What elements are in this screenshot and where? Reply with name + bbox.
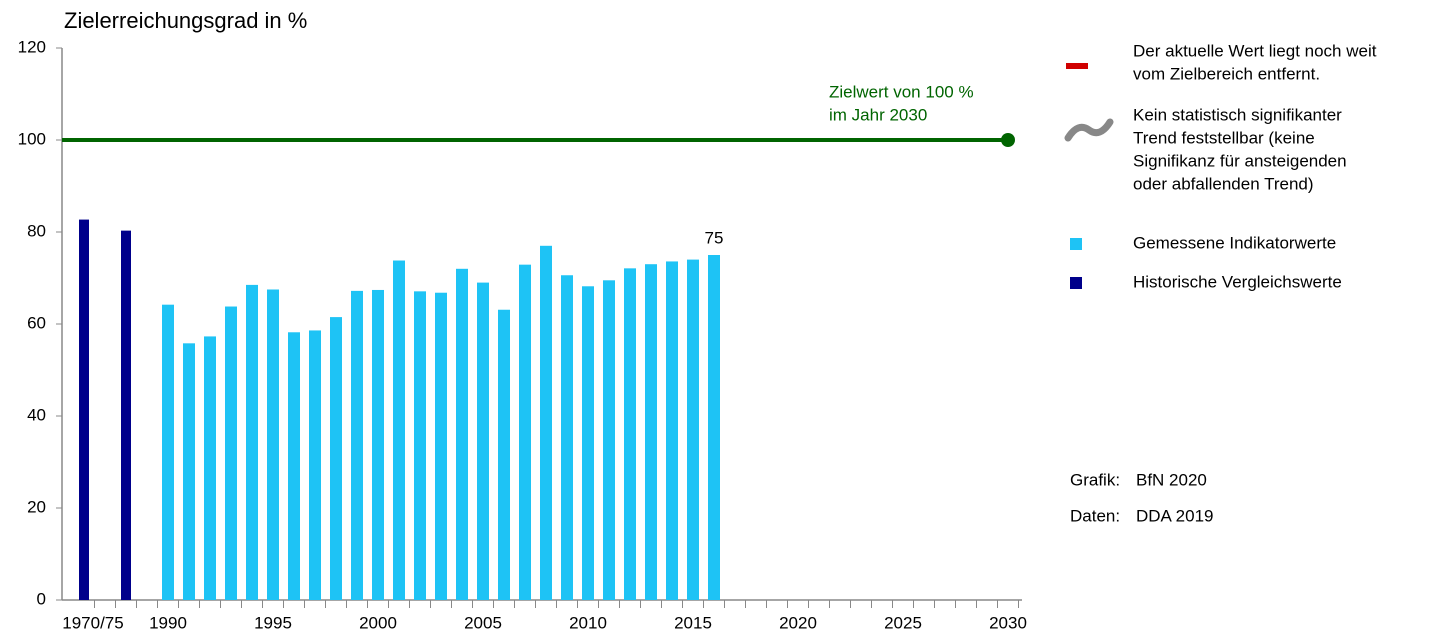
x-tick-label: 1995 (254, 613, 292, 632)
bar (351, 290, 363, 600)
target-label: Zielwert von 100 % (829, 82, 974, 101)
trend-text: Trend feststellbar (keine (1133, 128, 1315, 147)
credit-key: Daten: (1070, 506, 1120, 525)
x-tick-label: 2030 (989, 613, 1027, 632)
bar (666, 261, 678, 600)
bar (603, 280, 615, 600)
bar (414, 291, 426, 600)
x-tick-label: 2000 (359, 613, 397, 632)
y-tick-label: 60 (27, 313, 46, 332)
legend-label: Historische Vergleichswerte (1133, 272, 1342, 291)
value-label: 75 (705, 228, 724, 247)
x-tick-label: 2010 (569, 613, 607, 632)
status-text: Der aktuelle Wert liegt noch weit (1133, 41, 1377, 60)
bar (162, 304, 174, 600)
y-tick-label: 20 (27, 497, 46, 516)
trend-text: Kein statistisch signifikanter (1133, 105, 1342, 124)
bar (540, 245, 552, 601)
target-point (1001, 133, 1015, 147)
bar (330, 317, 342, 600)
bar (498, 309, 510, 600)
bar (708, 255, 720, 600)
bar (687, 259, 699, 600)
bar (645, 264, 657, 600)
x-tick-label: 2015 (674, 613, 712, 632)
x-tick-label: 2005 (464, 613, 502, 632)
credit-value: BfN 2020 (1136, 470, 1207, 489)
bar (309, 330, 321, 600)
bar (561, 275, 573, 600)
x-tick-label: 1990 (149, 613, 187, 632)
credit-key: Grafik: (1070, 470, 1120, 489)
y-tick-label: 120 (18, 37, 46, 56)
trend-icon (1064, 118, 1114, 142)
legend-swatch (1070, 238, 1082, 250)
y-tick-label: 80 (27, 221, 46, 240)
x-tick-label: 2025 (884, 613, 922, 632)
bar (477, 282, 489, 600)
bar (79, 219, 89, 600)
bar (519, 264, 531, 600)
trend-text: Signifikanz für ansteigenden (1133, 151, 1347, 170)
legend-swatch (1070, 277, 1082, 289)
legend-label: Gemessene Indikatorwerte (1133, 233, 1336, 252)
x-tick-label: 2020 (779, 613, 817, 632)
status-text: vom Zielbereich entfernt. (1133, 64, 1320, 83)
bar (288, 332, 300, 600)
status-icon (1066, 63, 1088, 69)
bar (372, 289, 384, 600)
bar (456, 268, 468, 600)
credit-value: DDA 2019 (1136, 506, 1214, 525)
x-tick-label: 1970/75 (62, 613, 123, 632)
bar (267, 289, 279, 600)
bar (582, 286, 594, 600)
bar (246, 284, 258, 600)
bar (183, 343, 195, 600)
bar (393, 260, 405, 600)
y-axis-title: Zielerreichungsgrad in % (64, 8, 307, 33)
bar (225, 306, 237, 600)
y-tick-label: 100 (18, 129, 46, 148)
trend-text: oder abfallenden Trend) (1133, 174, 1314, 193)
y-tick-label: 0 (37, 589, 46, 608)
bar (435, 292, 447, 600)
bar (204, 336, 216, 600)
bar (121, 230, 131, 600)
bar (624, 268, 636, 600)
target-label: im Jahr 2030 (829, 105, 927, 124)
y-tick-label: 40 (27, 405, 46, 424)
